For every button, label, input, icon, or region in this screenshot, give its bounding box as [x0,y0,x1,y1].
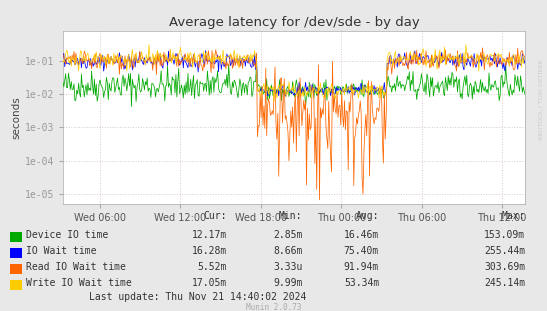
Text: 12.17m: 12.17m [192,230,227,240]
Text: 245.14m: 245.14m [484,278,525,288]
Text: 16.28m: 16.28m [192,246,227,256]
Text: Munin 2.0.73: Munin 2.0.73 [246,303,301,311]
Title: Average latency for /dev/sde - by day: Average latency for /dev/sde - by day [168,16,420,29]
Text: 75.40m: 75.40m [344,246,379,256]
Text: IO Wait time: IO Wait time [26,246,97,256]
Text: 91.94m: 91.94m [344,262,379,272]
Text: 3.33u: 3.33u [273,262,302,272]
Text: 2.85m: 2.85m [273,230,302,240]
Text: 16.46m: 16.46m [344,230,379,240]
Text: Avg:: Avg: [356,211,379,221]
Text: 9.99m: 9.99m [273,278,302,288]
Text: Write IO Wait time: Write IO Wait time [26,278,132,288]
Text: 8.66m: 8.66m [273,246,302,256]
Text: Cur:: Cur: [203,211,227,221]
Text: Device IO time: Device IO time [26,230,108,240]
Text: 255.44m: 255.44m [484,246,525,256]
Text: 5.52m: 5.52m [197,262,227,272]
Text: 17.05m: 17.05m [192,278,227,288]
Text: 303.69m: 303.69m [484,262,525,272]
Text: Last update: Thu Nov 21 14:40:02 2024: Last update: Thu Nov 21 14:40:02 2024 [89,292,306,302]
Text: Max:: Max: [502,211,525,221]
Text: 53.34m: 53.34m [344,278,379,288]
Text: Min:: Min: [279,211,302,221]
Text: 153.09m: 153.09m [484,230,525,240]
Y-axis label: seconds: seconds [11,96,22,139]
Text: RRDTOOL / TOBI OETIKER: RRDTOOL / TOBI OETIKER [538,59,543,140]
Text: Read IO Wait time: Read IO Wait time [26,262,126,272]
